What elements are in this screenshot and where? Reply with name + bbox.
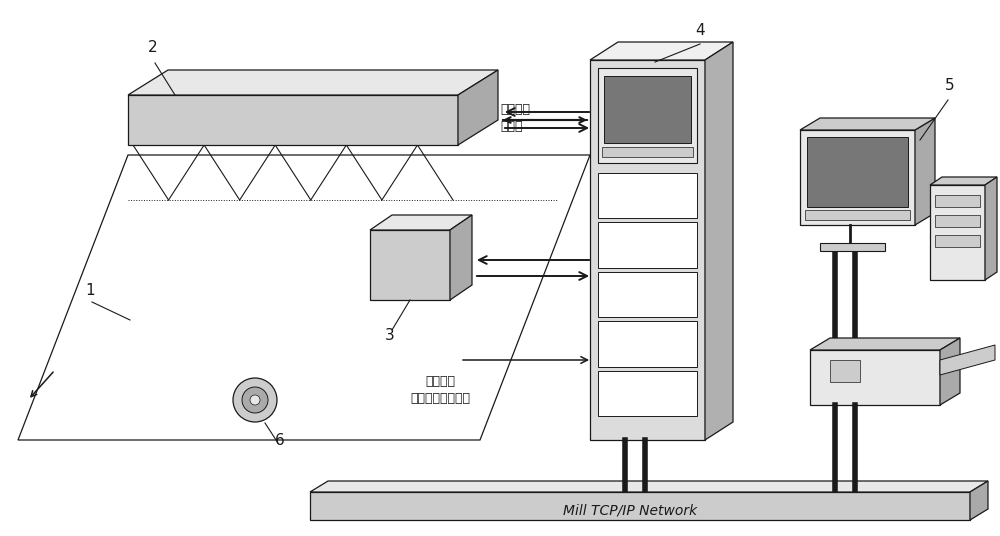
Bar [935,215,980,227]
Text: 1: 1 [85,283,95,298]
Bar [805,210,910,220]
Polygon shape [810,338,960,350]
Polygon shape [450,215,472,300]
Text: 5: 5 [945,78,955,93]
Bar [602,147,693,157]
Polygon shape [915,118,935,225]
Polygon shape [970,481,988,520]
Bar [598,222,697,268]
Text: 生产信号
（速度、剪切等）: 生产信号 （速度、剪切等） [410,375,470,405]
Circle shape [233,378,277,422]
Bar [598,370,697,416]
Polygon shape [590,42,733,60]
Polygon shape [930,177,997,185]
Circle shape [242,387,268,413]
Bar [598,321,697,367]
Polygon shape [458,70,498,145]
Text: 2: 2 [148,40,158,55]
Polygon shape [940,345,995,375]
Polygon shape [18,155,590,440]
Bar [598,272,697,317]
Bar [930,185,985,280]
Bar [935,235,980,247]
Polygon shape [985,177,997,280]
Polygon shape [310,481,988,492]
Polygon shape [940,338,960,405]
Bar [810,350,940,405]
Bar [590,60,705,440]
Bar [800,130,915,225]
Text: 6: 6 [275,433,285,448]
Text: 图像及控
制信号: 图像及控 制信号 [500,103,530,133]
Polygon shape [370,215,472,230]
Bar [598,68,697,163]
Polygon shape [128,70,498,95]
Bar [820,243,885,251]
Bar [604,76,691,143]
Bar [128,95,458,145]
Text: 3: 3 [385,328,395,343]
Bar [807,137,908,207]
Bar [370,230,450,300]
Bar [310,492,970,520]
Text: Mill TCP/IP Network: Mill TCP/IP Network [563,503,697,517]
Text: 4: 4 [695,23,705,38]
Circle shape [250,395,260,405]
Bar [830,360,860,382]
Bar [935,195,980,207]
Polygon shape [705,42,733,440]
Polygon shape [800,118,935,130]
Bar [598,173,697,218]
